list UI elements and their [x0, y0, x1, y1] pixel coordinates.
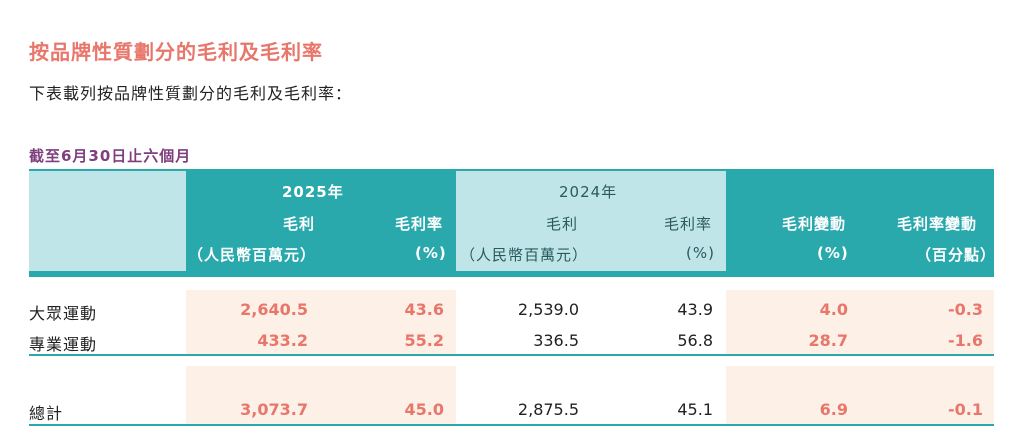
row-label: 大眾運動: [29, 304, 98, 323]
row-label: 專業運動: [29, 335, 98, 354]
cell-gm-2024: 43.9: [677, 300, 713, 319]
header-gross-profit-2024: 毛利: [546, 215, 579, 233]
cell-gp-2024: 2,539.0: [517, 300, 579, 319]
intro-text: 下表載列按品牌性質劃分的毛利及毛利率：: [29, 84, 353, 103]
cell-gm-change: -1.6: [948, 331, 983, 350]
header-2025-group: [186, 171, 456, 271]
header-gross-profit-change: 毛利變動: [782, 215, 847, 233]
cell-gm-2025: 43.6: [404, 300, 444, 319]
cell-gm-2025: 55.2: [404, 331, 444, 350]
section-title: 按品牌性質劃分的毛利及毛利率: [29, 40, 323, 64]
header-unit-pct-2024: (%): [686, 244, 715, 262]
header-year-2024: 2024年: [559, 183, 618, 201]
total-rule: [29, 424, 994, 426]
cell-gm-2024-total: 45.1: [677, 400, 713, 419]
cell-gm-change-total: -0.1: [948, 400, 983, 419]
cell-gp-change: 4.0: [819, 300, 848, 319]
header-change-group: [726, 171, 994, 271]
header-year-2025: 2025年: [282, 183, 344, 201]
header-gross-margin-2024: 毛利率: [664, 215, 713, 233]
header-unit-points-change: （百分點）: [916, 246, 997, 264]
header-gross-margin-2025: 毛利率: [395, 215, 444, 233]
header-label-column: [29, 171, 186, 271]
highlight-change-total: [726, 366, 994, 424]
cell-gp-2024-total: 2,875.5: [517, 400, 579, 419]
header-unit-pct-2025: (%): [415, 244, 447, 262]
cell-gp-2024: 336.5: [533, 331, 579, 350]
period-heading: 截至6月30日止六個月: [29, 147, 192, 165]
highlight-change-body: [726, 290, 994, 354]
cell-gp-2025: 2,640.5: [240, 300, 308, 319]
cell-gp-change-total: 6.9: [819, 400, 848, 419]
highlight-2025-total: [186, 366, 456, 424]
cell-gp-change: 28.7: [808, 331, 848, 350]
header-bottom-rule: [29, 271, 994, 277]
header-gross-profit-2025: 毛利: [283, 215, 316, 233]
cell-gp-2025: 433.2: [257, 331, 308, 350]
header-unit-pct-change: (%): [817, 244, 849, 262]
cell-gm-change: -0.3: [948, 300, 983, 319]
header-2024-group: [456, 171, 726, 271]
header-unit-rmb-2025: （人民幣百萬元）: [188, 246, 317, 264]
header-gross-margin-change: 毛利率變動: [897, 215, 978, 233]
header-unit-rmb-2024: （人民幣百萬元）: [460, 246, 589, 264]
cell-gm-2024: 56.8: [677, 331, 713, 350]
body-rule: [29, 354, 994, 356]
cell-gm-2025-total: 45.0: [404, 400, 444, 419]
cell-gp-2025-total: 3,073.7: [240, 400, 308, 419]
highlight-2025-body: [186, 290, 456, 354]
table-top-rule: [29, 169, 994, 171]
row-label-total: 總計: [29, 404, 64, 423]
